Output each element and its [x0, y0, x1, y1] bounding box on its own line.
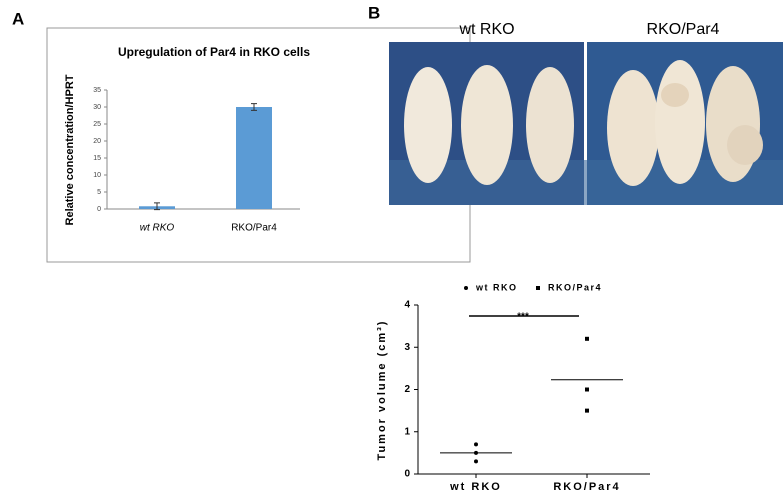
legend-marker: [464, 286, 468, 290]
x-tick-label: wt RKO: [449, 481, 502, 493]
y-tick-label: 3: [404, 342, 410, 353]
photo-label: RKO/Par4: [647, 21, 720, 38]
y-tick-label: 4: [404, 300, 410, 311]
x-tick-label: wt RKO: [140, 223, 175, 234]
annotation: ***: [517, 312, 529, 323]
error-bar: [154, 202, 160, 211]
y-tick-label: 15: [93, 155, 101, 162]
y-tick-label: 0: [97, 206, 101, 213]
error-bar: [251, 103, 257, 111]
x-tick-label: RKO/Par4: [231, 223, 277, 234]
y-tick-label: 5: [97, 189, 101, 196]
shape: [461, 65, 513, 185]
chart-title: Upregulation of Par4 in RKO cells: [118, 45, 310, 59]
y-tick-label: 30: [93, 104, 101, 111]
shape: [727, 125, 763, 165]
photo-label: wt RKO: [458, 21, 514, 38]
shape: [404, 67, 452, 183]
point: [585, 336, 589, 341]
y-tick-label: 1: [404, 426, 410, 437]
point: [585, 408, 589, 413]
y-tick-label: 0: [404, 469, 410, 480]
y-axis-label: Tumor volume (cm³): [376, 320, 388, 461]
panel-label: A: [12, 9, 24, 28]
y-tick-label: 20: [93, 138, 101, 145]
shape: [607, 70, 659, 186]
bar: [236, 107, 272, 209]
shape: [655, 60, 705, 184]
point: [585, 387, 589, 392]
legend-label: RKO/Par4: [548, 282, 602, 292]
legend-label: wt RKO: [475, 282, 518, 292]
y-tick-label: 10: [93, 172, 101, 179]
panel-label: B: [368, 3, 380, 22]
shape: [661, 83, 689, 107]
point: [474, 459, 478, 464]
y-tick-label: 2: [404, 384, 410, 395]
x-tick-label: RKO/Par4: [553, 481, 620, 493]
y-axis-label: Relative concentration/HPRT: [64, 74, 76, 225]
shape: [706, 66, 760, 182]
shape: [526, 67, 574, 183]
legend-marker: [536, 286, 540, 290]
photo: [389, 42, 783, 205]
y-tick-label: 35: [93, 87, 101, 94]
y-tick-label: 25: [93, 121, 101, 128]
point: [474, 442, 478, 447]
